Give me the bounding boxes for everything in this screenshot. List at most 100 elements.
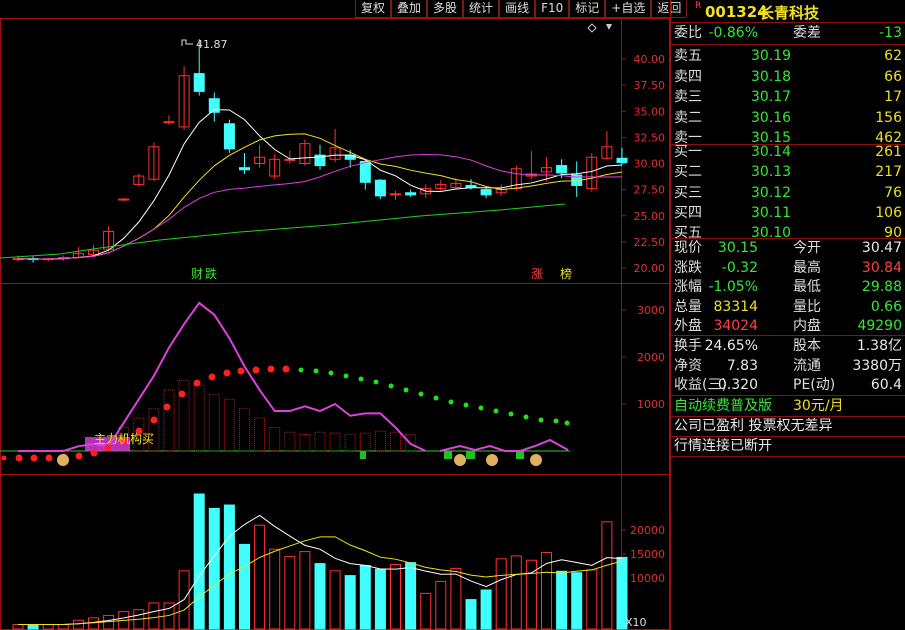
diamond-icon [587,23,597,33]
sar-dot [553,418,559,424]
bid-label: 买四 [674,204,702,221]
sar-dot [75,452,83,460]
candle-body [616,157,628,163]
sar-dot [523,414,529,420]
ask-volume: 66 [884,68,902,85]
candle-body [359,160,371,183]
kline-chart-area[interactable]: 40.00 37.50 35.00 32.50 30.00 27.50 25.00 22.50… [0,0,670,630]
sar-dot [493,408,499,414]
stat-row: 现价 30.15 今开 30.47 [671,238,905,258]
indicator-bar [254,417,266,452]
toolbar-button[interactable]: 叠加 [391,0,428,18]
toolbar-button[interactable]: 返回 [651,0,688,18]
sar-dot [478,405,484,411]
promo-link[interactable]: 自动续费普及版 [674,398,772,414]
bid-row: 买三 30.12 76 [671,183,905,203]
volume-bar [329,570,341,630]
connection-status: 行情连接已断开 [671,436,905,456]
toolbar-button[interactable]: 统计 [463,0,500,18]
toolbar-button[interactable]: 标记 [569,0,606,18]
ask-row: 卖一 30.15 462 [671,128,905,148]
stock-title: R 001324 长青科技 [671,0,905,22]
ma60-line [0,203,566,259]
ask-label: 卖三 [674,89,702,105]
y-tick-label: 20.00 [634,262,666,275]
candle-body [465,184,477,189]
candle-body [208,98,220,113]
candle-body [450,182,462,189]
y-tick-label: 2000 [637,351,665,364]
indicator-bar [516,451,524,459]
stock-name: 长青科技 [759,4,820,22]
candle-body [601,146,613,159]
sar-dot [237,367,245,375]
candle-body [299,143,311,165]
stock-code: 001324 [705,3,768,21]
toolbar-button[interactable]: 复权 [355,0,392,18]
y-tick-label: 10000 [630,572,665,585]
stat-label: 流通 [793,357,821,374]
stat-label: 现价 [674,240,702,256]
stat-value: -0.32 [721,259,758,276]
candle-body [118,198,130,201]
sar-dot [448,399,454,405]
weicha-value: -13 [879,25,902,41]
indicator-bar [314,431,326,452]
indicator-bar [360,451,366,459]
toolbar-button[interactable]: F10 [535,0,570,18]
volume-bar [27,624,39,630]
quote-panel: R 001324 长青科技 委比 -0.86% 委差 -13 卖五 30.19 62 卖四 30… [670,0,905,630]
stat-row: 净资 7.83 流通 3380万 [671,356,905,376]
y-tick-label: 30.00 [634,158,666,171]
weibi-label: 委比 [674,25,702,41]
indicator-bar [103,436,115,452]
volume-bar [299,551,311,630]
indicator-bar [269,427,281,452]
volume-bar [148,602,160,630]
stat-label: PE(动) [793,377,836,393]
y-tick-label: 3000 [637,304,665,317]
volume-bar [480,589,492,630]
stat-value: 34024 [713,318,758,334]
bid-price: 30.14 [751,144,792,160]
candle-body [193,73,205,92]
volume-bar [72,619,84,630]
volume-bar [208,507,220,630]
candle-body [480,189,492,196]
volume-bar [239,543,250,630]
sar-dot [403,387,409,393]
volume-bar [435,580,447,630]
stat-value: 0.320 [717,377,758,393]
volume-bar [450,567,462,630]
sar-dot [90,449,98,457]
y-tick-label: 32.50 [634,131,666,144]
stat-value: 3380万 [852,357,902,374]
panel-divider [671,335,905,336]
bid-volume: 106 [875,204,902,221]
indicator-bar [208,394,220,452]
sar-dot [313,368,319,374]
stat-label: 股本 [793,338,821,354]
indicator-bar [390,431,401,452]
toolbar-button[interactable]: 多股 [427,0,464,18]
bid-row: 买二 30.13 217 [671,162,905,182]
panel-divider [671,238,905,239]
volume-bar [193,493,205,630]
toolbar-button[interactable]: 画线 [499,0,536,18]
candle-body [586,156,598,190]
candle-body [314,154,326,167]
sar-dot [208,373,216,381]
bid-label: 买五 [674,225,702,242]
volume-unit-label: X10 [625,616,647,629]
stat-value: 1.38亿 [856,338,902,354]
volume-bar [495,558,507,630]
stat-value: 24.65% [704,338,758,354]
bid-row: 买一 30.14 261 [671,142,905,162]
indicator-bar [178,380,190,452]
y-tick-label: 15000 [630,548,665,561]
toolbar-button[interactable]: +自选 [605,0,652,18]
volume-bar [314,563,326,630]
stat-row: 总量 83314 量比 0.66 [671,297,905,317]
stat-label: 最低 [793,279,821,295]
ask-row: 卖四 30.18 66 [671,67,905,87]
